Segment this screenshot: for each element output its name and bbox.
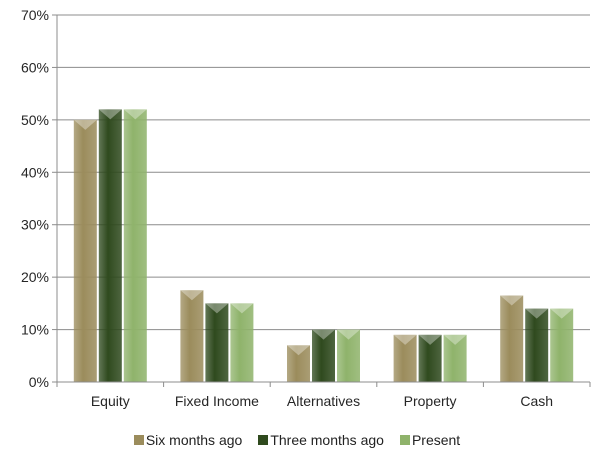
y-tick-label: 50% bbox=[21, 112, 49, 128]
bar-bevel bbox=[550, 308, 574, 319]
bar-bevel bbox=[312, 329, 335, 340]
legend-label: Present bbox=[411, 432, 461, 448]
legend-swatch bbox=[133, 435, 144, 445]
bar-cash-series-3 bbox=[550, 308, 574, 382]
legend-swatch bbox=[258, 435, 269, 445]
legend-item: Present bbox=[399, 432, 461, 448]
bar-alternatives-series-2 bbox=[312, 329, 335, 382]
bar-bevel bbox=[73, 119, 97, 130]
bar-property-series-3 bbox=[443, 334, 467, 382]
y-tick-label: 0% bbox=[29, 374, 49, 390]
y-tick-label: 60% bbox=[21, 59, 49, 75]
x-tick-label: Equity bbox=[91, 393, 130, 409]
bar-equity-series-1 bbox=[73, 119, 97, 382]
x-tick-label: Property bbox=[404, 393, 457, 409]
bar-equity-series-3 bbox=[123, 109, 147, 382]
y-tick-label: 30% bbox=[21, 217, 49, 233]
legend-label: Six months ago bbox=[145, 432, 243, 448]
x-tick-label: Fixed Income bbox=[175, 393, 259, 409]
bar-bevel bbox=[287, 345, 310, 356]
bar-bevel bbox=[180, 290, 204, 301]
bar-fixed-income-series-1 bbox=[180, 290, 204, 382]
x-axis: Equity Fixed Income Alternatives Property Ca… bbox=[56, 381, 591, 409]
legend: Six months ago Three months ago Present bbox=[0, 432, 594, 448]
bar-bevel bbox=[525, 308, 549, 319]
y-tick-label: 20% bbox=[21, 269, 49, 285]
bar-bevel bbox=[123, 109, 147, 120]
bar-bevel bbox=[205, 303, 229, 314]
legend-item: Six months ago bbox=[133, 432, 243, 448]
y-tick-label: 40% bbox=[21, 164, 49, 180]
bar-property-series-1 bbox=[393, 334, 417, 382]
y-tick-label: 10% bbox=[21, 322, 49, 338]
bar-bevel bbox=[443, 334, 467, 345]
bar-chart: 0% 10% 20% 30% 40% 50% 60% 70% Equity Fixed Inco… bbox=[21, 7, 591, 409]
bar-bevel bbox=[337, 329, 360, 340]
y-axis: 0% 10% 20% 30% 40% 50% 60% 70% bbox=[21, 7, 58, 390]
bar-equity-series-2 bbox=[98, 109, 122, 382]
bar-cash-series-2 bbox=[525, 308, 549, 382]
x-tick-label: Alternatives bbox=[287, 393, 360, 409]
bar-alternatives-series-1 bbox=[287, 345, 310, 382]
x-tick-label: Cash bbox=[520, 393, 553, 409]
bar-bevel bbox=[418, 334, 442, 345]
legend-item: Three months ago bbox=[258, 432, 384, 448]
bar-bevel bbox=[500, 295, 524, 306]
bar-bevel bbox=[98, 109, 122, 120]
y-tick-label: 70% bbox=[21, 7, 49, 23]
bars bbox=[73, 109, 574, 382]
bar-property-series-2 bbox=[418, 334, 442, 382]
legend-swatch bbox=[399, 435, 410, 445]
legend-label: Three months ago bbox=[270, 432, 384, 448]
bar-fixed-income-series-2 bbox=[205, 303, 229, 382]
bar-bevel bbox=[230, 303, 254, 314]
bar-alternatives-series-3 bbox=[337, 329, 360, 382]
bar-bevel bbox=[393, 334, 417, 345]
bar-cash-series-1 bbox=[500, 295, 524, 382]
bar-fixed-income-series-3 bbox=[230, 303, 254, 382]
